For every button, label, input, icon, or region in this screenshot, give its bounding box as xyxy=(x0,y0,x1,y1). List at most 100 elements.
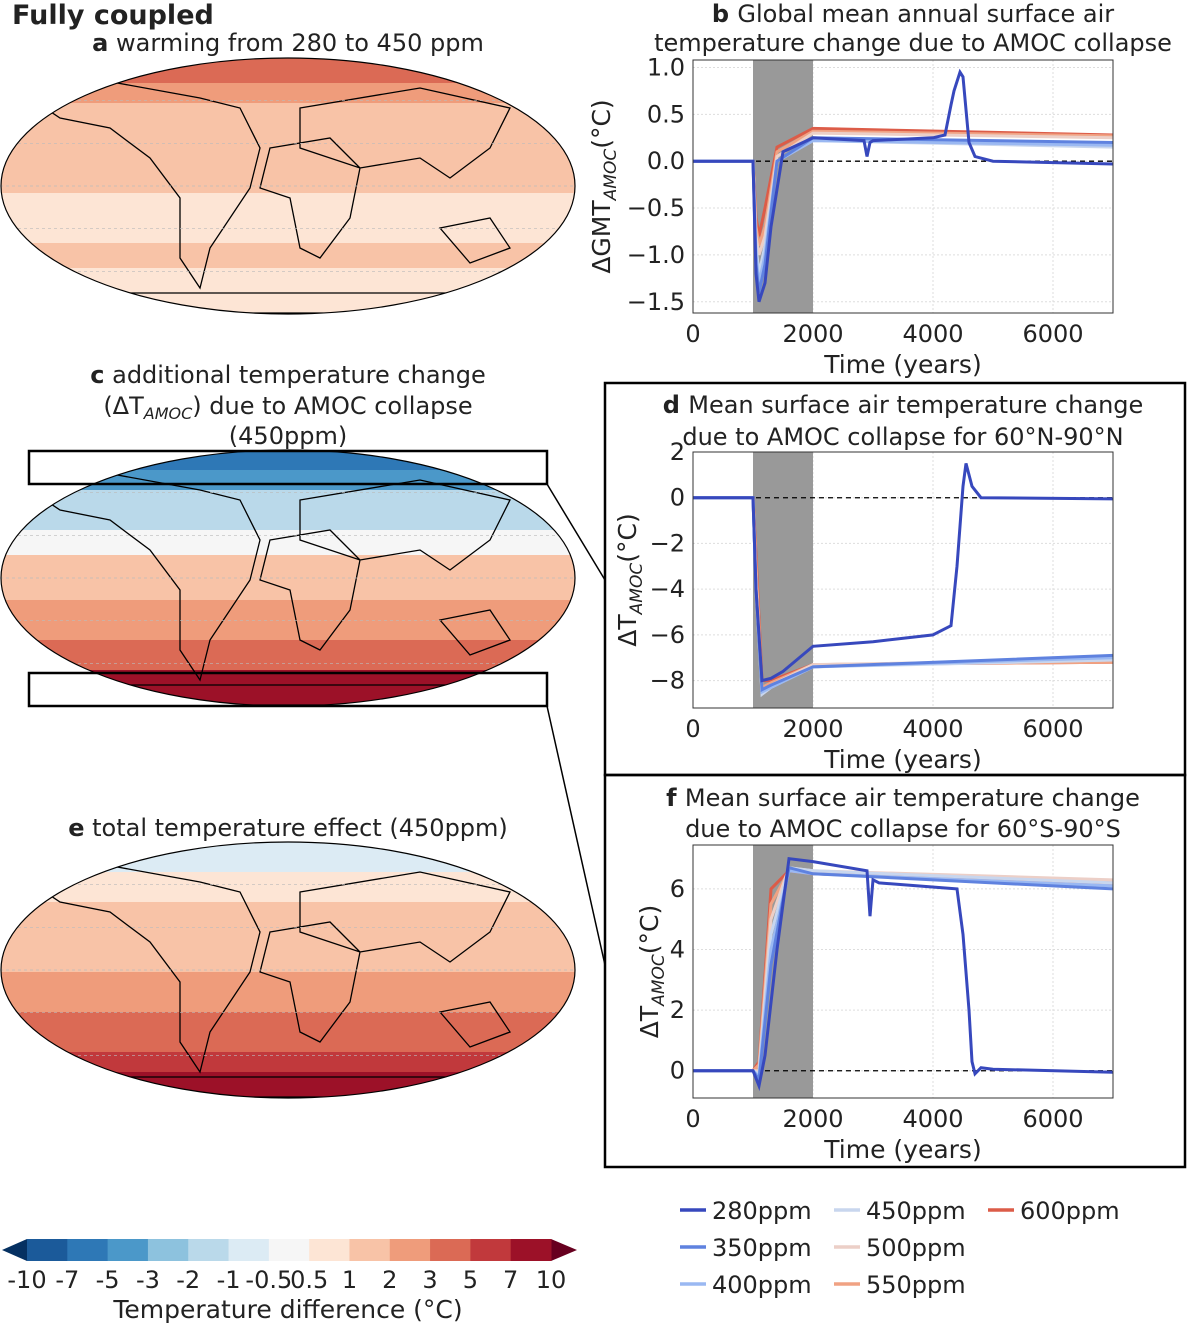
chart-f: f Mean surface air temperature change due… xyxy=(635,784,1140,1164)
chart-title: b Global mean annual surface air xyxy=(712,0,1114,28)
x-tick-label: 6000 xyxy=(1022,1105,1083,1133)
coastline xyxy=(28,861,511,1098)
map-band xyxy=(1,163,575,194)
plot-frame xyxy=(692,451,1114,709)
plot-frame xyxy=(692,844,1114,1099)
map-a-warming xyxy=(0,57,576,315)
colorbar-tick-label: -1 xyxy=(217,1266,241,1294)
x-tick-label: 2000 xyxy=(782,715,843,743)
map-band xyxy=(1,842,575,873)
map-band xyxy=(1,1052,575,1073)
x-tick-label: 0 xyxy=(685,715,700,743)
legend-label: 280ppm xyxy=(712,1197,812,1225)
map-band xyxy=(1,450,575,471)
colorbar-tick-label: 3 xyxy=(422,1266,437,1294)
map-border xyxy=(0,57,576,315)
legend-label: 600ppm xyxy=(1020,1197,1120,1225)
map-band xyxy=(1,243,575,269)
series-line-280ppm xyxy=(693,463,1114,683)
y-tick-label: 0 xyxy=(670,484,685,512)
chart-title: d Mean surface air temperature change xyxy=(663,391,1144,419)
map-band xyxy=(1,902,575,943)
map-c-title-2: (ΔTAMOC) due to AMOC collapse xyxy=(103,392,472,423)
panel-f-frame xyxy=(603,773,1187,1169)
x-tick-label: 6000 xyxy=(1022,715,1083,743)
y-tick-label: 4 xyxy=(670,936,685,964)
x-tick-label: 2000 xyxy=(782,320,843,348)
legend-label: 350ppm xyxy=(712,1234,812,1262)
map-band xyxy=(1,670,575,706)
legend-label: 450ppm xyxy=(866,1197,966,1225)
colorbar-tick-label: 1 xyxy=(342,1266,357,1294)
y-axis-label: ΔTAMOC(°C) xyxy=(635,905,669,1038)
y-tick-label: 0.5 xyxy=(647,100,685,128)
colorbar-segment xyxy=(349,1239,391,1261)
map-band xyxy=(1,1072,575,1098)
legend: 280ppm 350ppm 400ppm 450ppm 500ppm 550ppm 600p… xyxy=(680,1197,1120,1299)
figure-title: Fully coupled xyxy=(12,0,214,31)
map-c-amoc-change xyxy=(0,449,576,707)
x-tick-label: 6000 xyxy=(1022,320,1083,348)
colorbar-tick-label: -5 xyxy=(96,1266,120,1294)
chart-title-2: due to AMOC collapse for 60°S-90°S xyxy=(685,815,1121,843)
map-band xyxy=(1,58,575,84)
map-c-title-3: (450ppm) xyxy=(229,422,347,450)
y-tick-label: 2 xyxy=(670,996,685,1024)
map-band xyxy=(1,942,575,973)
y-tick-label: −0.5 xyxy=(627,194,685,222)
map-band xyxy=(1,470,575,491)
colorbar-segment xyxy=(188,1239,230,1261)
connector-north xyxy=(546,483,606,581)
y-tick-label: 1.0 xyxy=(647,53,685,81)
colorbar-tick-label: 5 xyxy=(463,1266,478,1294)
y-axis-label: ΔTAMOC(°C) xyxy=(613,513,647,646)
colorbar-tick-label: 7 xyxy=(503,1266,518,1294)
x-axis-label: Time (years) xyxy=(823,350,981,379)
region-box-south xyxy=(27,671,549,708)
y-tick-label: −1.0 xyxy=(627,241,685,269)
colorbar-tick-label: 10 xyxy=(536,1266,567,1294)
series-line-280ppm xyxy=(693,856,1114,1092)
colorbar-segment xyxy=(389,1239,431,1261)
map-band xyxy=(1,640,575,671)
map-band xyxy=(1,530,575,556)
x-tick-label: 2000 xyxy=(782,1105,843,1133)
series-line-280ppm xyxy=(693,68,1114,303)
chart-title: f Mean surface air temperature change xyxy=(666,784,1140,812)
legend-label: 500ppm xyxy=(866,1234,966,1262)
x-tick-label: 0 xyxy=(685,1105,700,1133)
collapse-period-shading xyxy=(753,452,813,708)
map-e-total-effect xyxy=(0,841,576,1099)
region-boxes xyxy=(27,381,1187,1169)
colorbar-segment xyxy=(107,1239,149,1261)
coastline xyxy=(28,77,511,314)
x-tick-label: 4000 xyxy=(902,1105,963,1133)
x-tick-label: 0 xyxy=(685,320,700,348)
chart-title-2: due to AMOC collapse for 60°N-90°N xyxy=(682,423,1123,451)
plot-frame xyxy=(692,59,1114,314)
map-band xyxy=(1,103,575,164)
chart-b: b Global mean annual surface airtemperat… xyxy=(587,0,1172,379)
y-tick-label: −1.5 xyxy=(627,288,685,316)
x-tick-label: 4000 xyxy=(902,715,963,743)
y-tick-label: −6 xyxy=(650,621,685,649)
colorbar-tick-label: -2 xyxy=(176,1266,200,1294)
map-band xyxy=(1,872,575,903)
coastline xyxy=(28,469,511,706)
map-band xyxy=(1,490,575,531)
colorbar-extend-high xyxy=(551,1239,577,1261)
y-tick-label: −8 xyxy=(650,667,685,695)
colorbar-segment xyxy=(268,1239,310,1261)
chart-title-2: temperature change due to AMOC collapse xyxy=(654,29,1172,57)
colorbar-tick-label: -3 xyxy=(136,1266,160,1294)
y-tick-label: 0.0 xyxy=(647,147,685,175)
x-tick-label: 4000 xyxy=(902,320,963,348)
colorbar-segment xyxy=(228,1239,270,1261)
colorbar-segment xyxy=(470,1239,512,1261)
map-border xyxy=(0,841,576,1099)
colorbar-segment xyxy=(27,1239,68,1261)
map-a-title: a warming from 280 to 450 ppm xyxy=(92,29,484,57)
colorbar-label: Temperature difference (°C) xyxy=(112,1295,462,1324)
legend-label: 550ppm xyxy=(866,1271,966,1299)
